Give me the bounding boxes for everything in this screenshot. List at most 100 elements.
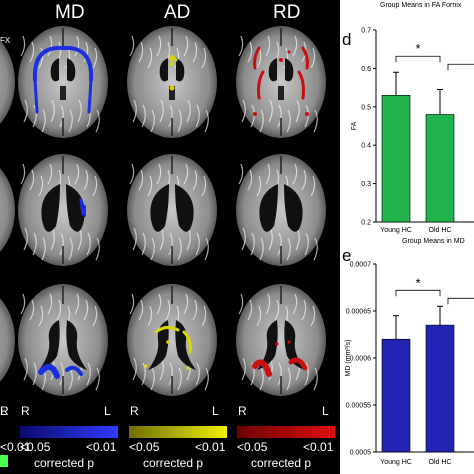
colorbar-rd-label: corrected p	[251, 456, 312, 470]
sulcus	[150, 367, 155, 391]
sulcus	[138, 169, 144, 191]
sulcus	[95, 109, 100, 133]
column-header-rd: RD	[273, 2, 301, 23]
colorbar-rd-low: <0.05	[237, 440, 268, 454]
sulcus	[83, 169, 89, 191]
column-header-ad: AD	[164, 2, 191, 23]
sulcus	[150, 109, 155, 133]
significance-marker: *	[415, 41, 420, 56]
sulcus	[23, 227, 28, 251]
sulcus	[183, 293, 189, 315]
ventricle	[67, 58, 76, 82]
sulcus	[41, 237, 46, 261]
sulcus	[86, 362, 91, 386]
overlay-rd	[288, 357, 308, 371]
sulcus	[195, 104, 200, 128]
panel-letter-e: e	[342, 246, 352, 265]
overlay-rd	[279, 58, 283, 62]
chart-d: 0.2 0.3 0.4 0.5 0.6 0.7 FA Young HC Old HC *	[351, 28, 474, 234]
sulcus	[147, 305, 153, 327]
brain-outline	[0, 40, 15, 124]
sulcus	[132, 99, 137, 123]
sulcus	[277, 362, 282, 386]
y-tick-label: 0.3	[361, 181, 371, 188]
overlay-rd	[257, 70, 265, 100]
sulcus	[47, 163, 53, 185]
ventricle	[284, 184, 303, 232]
sulcus	[129, 35, 135, 57]
brain-slice-ad-1	[127, 26, 217, 138]
y-tick-label: 0.00065	[346, 309, 371, 316]
sulcus	[265, 35, 271, 57]
overlay-ad	[186, 366, 190, 370]
overlay-rd	[287, 50, 291, 54]
orientation-right-md: R	[21, 404, 30, 418]
sulcus	[59, 232, 64, 256]
ventricle	[50, 58, 59, 82]
sulcus	[313, 367, 318, 391]
sulcus	[32, 362, 37, 386]
third-ventricle	[278, 86, 284, 100]
sulcus	[313, 109, 318, 133]
sulcus	[156, 35, 162, 57]
sulcus	[301, 169, 307, 191]
significance-bracket-cut	[447, 297, 474, 305]
sulcus	[238, 35, 244, 57]
sulcus	[168, 362, 173, 386]
sulcus	[238, 163, 244, 185]
sulcus	[138, 299, 144, 321]
panel-letter-d: d	[342, 30, 352, 49]
sulcus	[259, 367, 264, 391]
orientation-left-rd: L	[322, 404, 329, 418]
sulcus	[56, 299, 62, 321]
sulcus	[277, 232, 282, 256]
colorbar-rd-high: <0.01	[303, 440, 334, 454]
sulcus	[192, 299, 198, 321]
sulcus	[156, 293, 162, 315]
overlay-rd	[253, 112, 257, 116]
sulcus	[283, 47, 289, 69]
orientation-right-ad: R	[130, 404, 139, 418]
sulcus	[259, 109, 264, 133]
sulcus	[32, 232, 37, 256]
brain-outline	[236, 154, 326, 266]
sulcus	[247, 299, 253, 321]
brain-outline	[236, 26, 326, 138]
ventricle	[41, 184, 60, 232]
sulcus	[286, 109, 291, 133]
y-tick-label: 0.2	[361, 220, 371, 227]
sulcus	[20, 293, 26, 315]
significance-bracket-cut	[447, 63, 474, 71]
sulcus	[286, 237, 291, 261]
sulcus	[168, 104, 173, 128]
colorbar-left-high: <0.01	[0, 440, 31, 454]
y-tick-label: 0.4	[361, 143, 371, 150]
sulcus	[23, 99, 28, 123]
sulcus	[29, 41, 35, 63]
brain-outline	[0, 298, 15, 382]
overlay-ad	[174, 58, 178, 62]
sulcus	[292, 293, 298, 315]
sulcus	[38, 305, 44, 327]
sulcus	[286, 367, 291, 391]
colorbar-md-high: <0.01	[86, 440, 117, 454]
colorbar-ad-high: <0.01	[195, 440, 226, 454]
sulcus	[192, 169, 198, 191]
sulcus	[186, 99, 191, 123]
colorbar-ad-label: corrected p	[143, 456, 204, 470]
sulcus	[201, 305, 207, 327]
sulcus	[295, 99, 300, 123]
brain-outline	[127, 154, 217, 266]
sulcus	[74, 163, 80, 185]
sulcus	[201, 175, 207, 197]
sulcus	[138, 41, 144, 63]
colorbar-md-low: <0.05	[20, 440, 51, 454]
sulcus	[29, 169, 35, 191]
sulcus	[83, 41, 89, 63]
sulcus	[265, 163, 271, 185]
sulcus	[147, 47, 153, 69]
ventricle	[175, 320, 196, 370]
sulcus	[23, 357, 28, 381]
sulcus	[301, 299, 307, 321]
